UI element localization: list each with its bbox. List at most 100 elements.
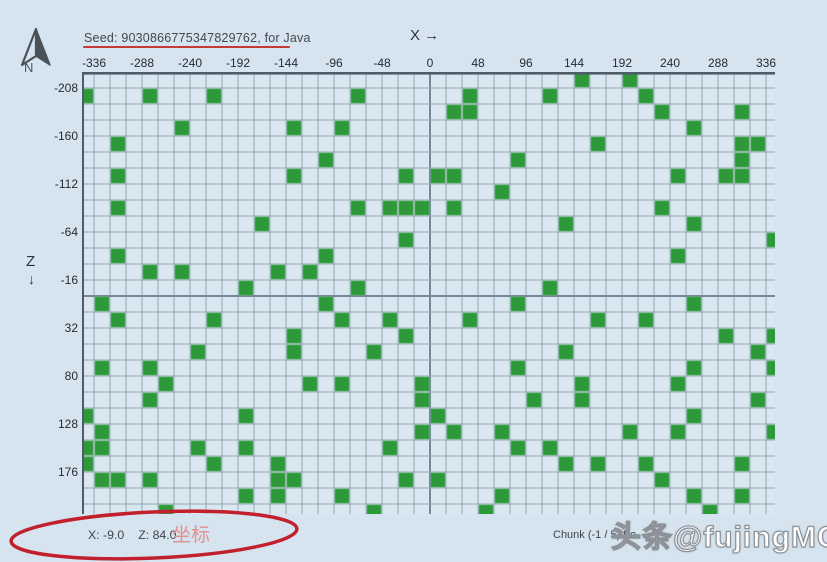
slime-chunk-cell[interactable] <box>734 168 750 184</box>
slime-chunk-cell[interactable] <box>82 88 94 104</box>
slime-chunk-cell[interactable] <box>174 264 190 280</box>
slime-chunk-cell[interactable] <box>382 312 398 328</box>
slime-chunk-cell[interactable] <box>670 248 686 264</box>
chunk-grid-map[interactable] <box>82 72 775 514</box>
slime-chunk-cell[interactable] <box>510 296 526 312</box>
slime-chunk-cell[interactable] <box>350 88 366 104</box>
slime-chunk-cell[interactable] <box>462 312 478 328</box>
slime-chunk-cell[interactable] <box>734 136 750 152</box>
slime-chunk-cell[interactable] <box>302 376 318 392</box>
slime-chunk-cell[interactable] <box>702 504 718 514</box>
slime-chunk-cell[interactable] <box>462 104 478 120</box>
slime-chunk-cell[interactable] <box>82 440 94 456</box>
slime-chunk-cell[interactable] <box>446 168 462 184</box>
slime-chunk-cell[interactable] <box>238 408 254 424</box>
slime-chunk-cell[interactable] <box>510 152 526 168</box>
slime-chunk-cell[interactable] <box>94 360 110 376</box>
slime-chunk-cell[interactable] <box>718 328 734 344</box>
slime-chunk-cell[interactable] <box>94 296 110 312</box>
slime-chunk-cell[interactable] <box>446 424 462 440</box>
slime-chunk-cell[interactable] <box>398 328 414 344</box>
slime-chunk-cell[interactable] <box>82 456 94 472</box>
slime-chunk-cell[interactable] <box>238 440 254 456</box>
slime-chunk-cell[interactable] <box>414 376 430 392</box>
slime-chunk-cell[interactable] <box>558 344 574 360</box>
slime-chunk-cell[interactable] <box>638 88 654 104</box>
slime-chunk-cell[interactable] <box>270 472 286 488</box>
slime-chunk-cell[interactable] <box>670 424 686 440</box>
slime-chunk-cell[interactable] <box>654 472 670 488</box>
slime-chunk-cell[interactable] <box>382 440 398 456</box>
slime-chunk-cell[interactable] <box>510 360 526 376</box>
slime-chunk-cell[interactable] <box>142 472 158 488</box>
slime-chunk-cell[interactable] <box>494 488 510 504</box>
slime-chunk-cell[interactable] <box>686 120 702 136</box>
slime-chunk-cell[interactable] <box>398 168 414 184</box>
slime-chunk-cell[interactable] <box>286 168 302 184</box>
slime-chunk-cell[interactable] <box>206 88 222 104</box>
slime-chunk-cell[interactable] <box>382 200 398 216</box>
slime-chunk-cell[interactable] <box>110 312 126 328</box>
slime-chunk-cell[interactable] <box>430 472 446 488</box>
slime-chunk-cell[interactable] <box>558 216 574 232</box>
slime-chunk-cell[interactable] <box>94 440 110 456</box>
slime-chunk-cell[interactable] <box>238 280 254 296</box>
slime-chunk-cell[interactable] <box>334 312 350 328</box>
slime-chunk-cell[interactable] <box>734 488 750 504</box>
slime-chunk-cell[interactable] <box>686 296 702 312</box>
slime-chunk-cell[interactable] <box>766 360 775 376</box>
slime-chunk-cell[interactable] <box>766 232 775 248</box>
slime-chunk-cell[interactable] <box>270 264 286 280</box>
slime-chunk-cell[interactable] <box>318 152 334 168</box>
slime-chunk-cell[interactable] <box>286 328 302 344</box>
slime-chunk-cell[interactable] <box>574 72 590 88</box>
slime-chunk-cell[interactable] <box>238 488 254 504</box>
slime-chunk-cell[interactable] <box>190 440 206 456</box>
slime-chunk-cell[interactable] <box>286 344 302 360</box>
slime-chunk-cell[interactable] <box>206 456 222 472</box>
slime-chunk-cell[interactable] <box>158 376 174 392</box>
slime-chunk-cell[interactable] <box>430 408 446 424</box>
slime-chunk-cell[interactable] <box>302 264 318 280</box>
slime-chunk-cell[interactable] <box>174 120 190 136</box>
slime-chunk-cell[interactable] <box>414 200 430 216</box>
slime-chunk-cell[interactable] <box>478 504 494 514</box>
slime-chunk-cell[interactable] <box>654 200 670 216</box>
slime-chunk-cell[interactable] <box>574 376 590 392</box>
slime-chunk-cell[interactable] <box>734 456 750 472</box>
slime-chunk-cell[interactable] <box>158 504 174 514</box>
slime-chunk-cell[interactable] <box>670 376 686 392</box>
slime-chunk-cell[interactable] <box>654 104 670 120</box>
slime-chunk-cell[interactable] <box>206 312 222 328</box>
slime-chunk-cell[interactable] <box>526 392 542 408</box>
slime-chunk-cell[interactable] <box>350 200 366 216</box>
slime-chunk-cell[interactable] <box>590 136 606 152</box>
slime-chunk-cell[interactable] <box>446 200 462 216</box>
slime-chunk-cell[interactable] <box>542 440 558 456</box>
slime-chunk-cell[interactable] <box>366 344 382 360</box>
slime-chunk-cell[interactable] <box>334 120 350 136</box>
slime-chunk-cell[interactable] <box>366 504 382 514</box>
slime-chunk-cell[interactable] <box>670 168 686 184</box>
slime-chunk-cell[interactable] <box>414 392 430 408</box>
slime-chunk-cell[interactable] <box>686 408 702 424</box>
slime-chunk-cell[interactable] <box>590 312 606 328</box>
slime-chunk-cell[interactable] <box>510 440 526 456</box>
slime-chunk-cell[interactable] <box>398 472 414 488</box>
slime-chunk-cell[interactable] <box>350 280 366 296</box>
slime-chunk-cell[interactable] <box>318 296 334 312</box>
slime-chunk-cell[interactable] <box>110 168 126 184</box>
slime-chunk-cell[interactable] <box>334 488 350 504</box>
slime-chunk-cell[interactable] <box>686 360 702 376</box>
slime-chunk-cell[interactable] <box>494 424 510 440</box>
slime-chunk-cell[interactable] <box>142 88 158 104</box>
slime-chunk-cell[interactable] <box>142 360 158 376</box>
slime-chunk-cell[interactable] <box>638 312 654 328</box>
slime-chunk-cell[interactable] <box>734 152 750 168</box>
slime-chunk-cell[interactable] <box>142 264 158 280</box>
slime-chunk-cell[interactable] <box>446 104 462 120</box>
slime-chunk-cell[interactable] <box>462 88 478 104</box>
slime-chunk-cell[interactable] <box>270 456 286 472</box>
slime-chunk-cell[interactable] <box>270 488 286 504</box>
slime-chunk-cell[interactable] <box>686 216 702 232</box>
